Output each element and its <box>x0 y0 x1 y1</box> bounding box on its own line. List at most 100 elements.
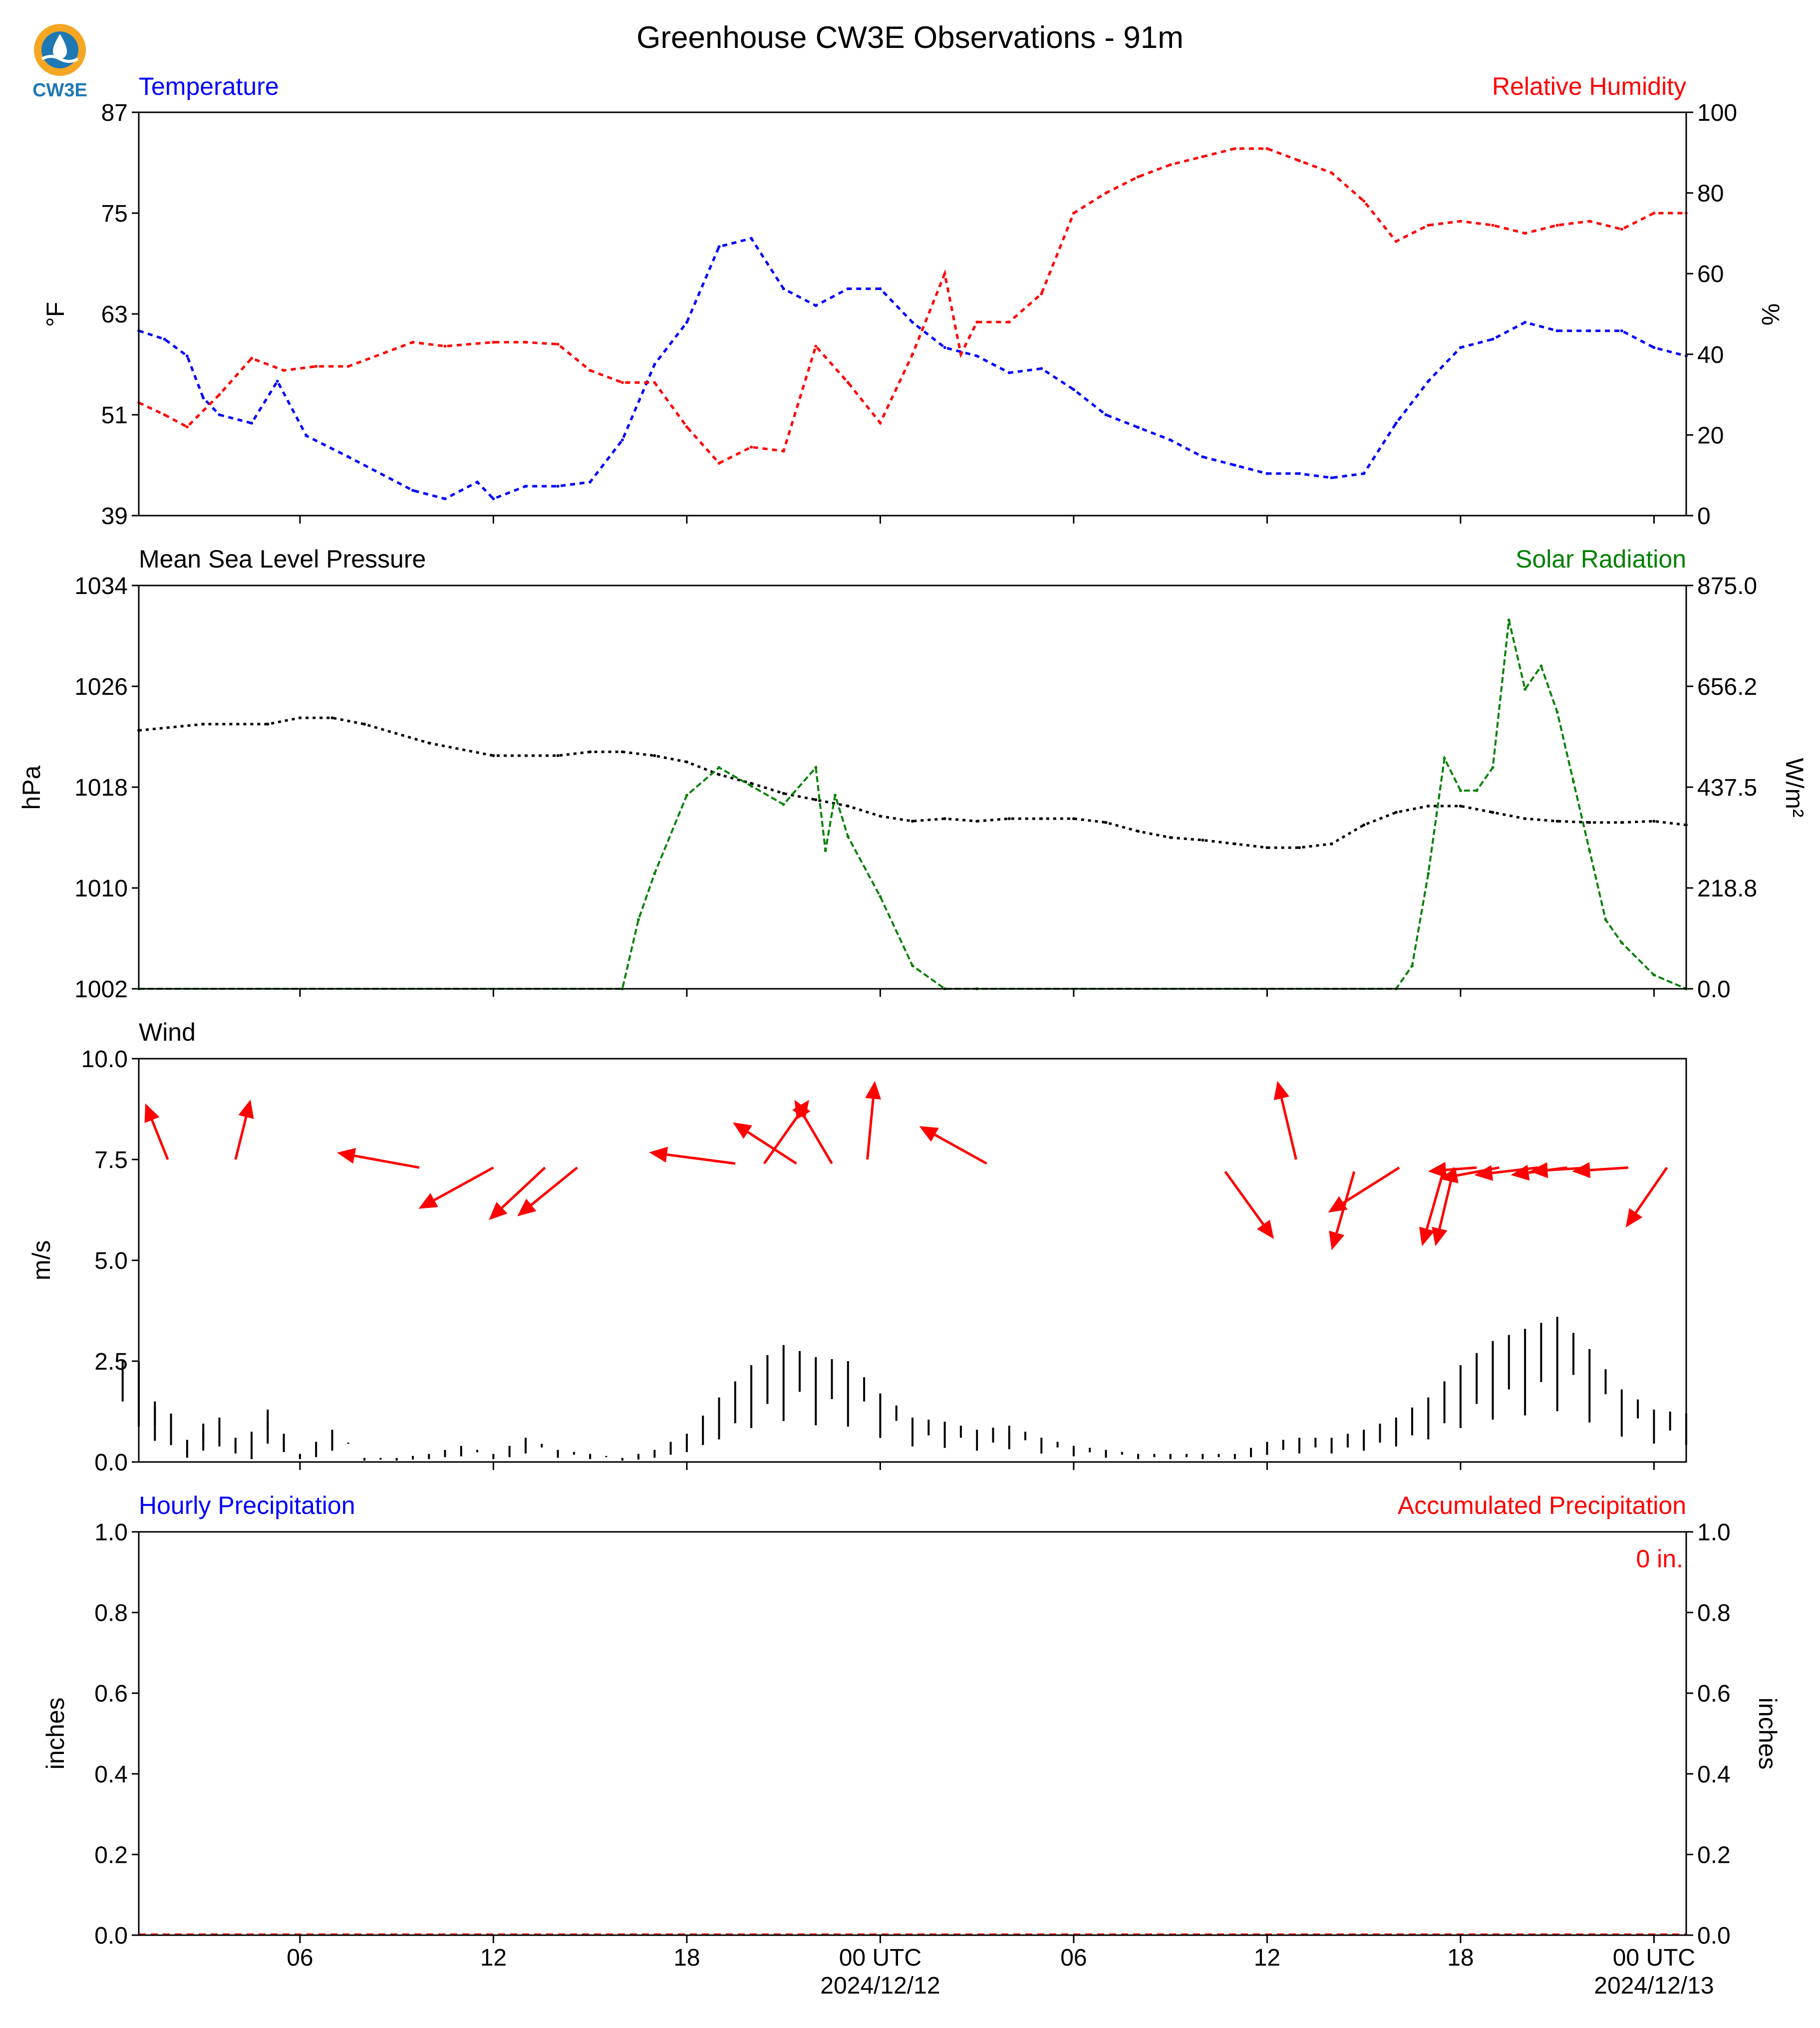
data-point <box>1201 455 1205 459</box>
data-point <box>879 287 882 290</box>
panel1-frame <box>138 111 1687 517</box>
data-point <box>975 820 979 823</box>
data-point <box>1330 476 1333 480</box>
panel3-y-axis-label: m/s <box>27 1240 55 1281</box>
y-tick-label: 0.0 <box>94 1449 128 1476</box>
y2-tick-label: 875.0 <box>1697 573 1757 599</box>
logo-wave-icon <box>41 55 79 63</box>
logo-text: CW3E <box>32 80 87 101</box>
data-point <box>1040 817 1043 821</box>
wind-arrow-head <box>238 1100 254 1119</box>
data-point <box>717 766 721 769</box>
wind-arrow-head <box>489 1201 508 1220</box>
panel2-y2-ticks: 0.0 218.8 437.5 656.2 875.0 <box>1686 573 1757 1003</box>
panel1-y2-axis-label: % <box>1757 303 1785 325</box>
data-point <box>1007 817 1011 821</box>
data-point <box>620 381 624 384</box>
data-point <box>1620 821 1623 824</box>
series-line <box>138 237 1687 501</box>
data-point <box>1265 846 1269 850</box>
data-point <box>1169 836 1172 839</box>
wind-arrow-head <box>794 1100 811 1120</box>
data-point <box>1604 918 1607 921</box>
data-point <box>185 354 189 358</box>
panel3-wind-arrows <box>144 1081 1668 1250</box>
data-point <box>1539 664 1543 668</box>
data-point <box>1588 329 1591 332</box>
wind-arrow-head <box>865 1081 882 1100</box>
data-point <box>685 320 688 324</box>
panel1-y2-ticks: 0 20 40 60 80 100 <box>1686 100 1737 530</box>
data-point <box>959 352 962 356</box>
panel-pressure-solar: Mean Sea Level Pressure Solar Radiation … <box>17 545 1809 1003</box>
y2-tick-label: 100 <box>1697 100 1737 126</box>
y-tick-label: 1026 <box>74 674 128 700</box>
data-point <box>363 722 366 726</box>
x-tick-date-label: 2024/12/13 <box>1594 1973 1714 1999</box>
data-point <box>1298 846 1301 850</box>
wind-arrow-head <box>1329 1230 1345 1250</box>
data-point <box>1233 464 1236 467</box>
data-point <box>1411 964 1414 967</box>
data-point <box>1427 224 1430 227</box>
data-point <box>750 782 753 785</box>
data-point <box>824 849 827 852</box>
wind-arrow-head <box>336 1148 356 1164</box>
wind-arrow-head <box>1428 1161 1447 1178</box>
data-point <box>834 794 837 797</box>
wind-arrow <box>1342 1166 1400 1204</box>
data-point <box>492 754 495 757</box>
data-point <box>1233 842 1236 846</box>
wind-arrow-head <box>649 1147 668 1163</box>
data-point <box>782 803 785 806</box>
data-point <box>218 393 221 396</box>
data-point <box>1459 220 1462 223</box>
wind-arrow <box>1446 1166 1477 1171</box>
data-point <box>782 449 785 453</box>
data-point <box>524 485 527 488</box>
wind-arrow <box>747 1131 797 1165</box>
wind-arrow <box>151 1119 169 1160</box>
wind-arrow <box>934 1134 987 1165</box>
data-point <box>943 346 946 349</box>
data-point <box>1362 199 1366 203</box>
cw3e-logo: CW3E <box>32 24 87 101</box>
wind-arrow <box>1224 1170 1264 1225</box>
data-point <box>1201 839 1205 842</box>
data-point <box>879 895 882 898</box>
data-point <box>1588 220 1591 223</box>
y-tick-label: 75 <box>101 201 128 227</box>
data-point <box>589 369 592 372</box>
y2-tick-label: 40 <box>1697 342 1724 368</box>
data-point <box>304 434 308 438</box>
wind-arrow <box>501 1166 546 1209</box>
data-point <box>1104 821 1108 824</box>
data-point <box>411 489 414 492</box>
data-point <box>879 421 882 425</box>
data-point <box>1040 367 1043 370</box>
panel3-left-label: Wind <box>139 1018 196 1046</box>
y2-tick-label: 0 <box>1697 503 1711 530</box>
data-point <box>879 815 882 818</box>
data-point <box>346 365 350 368</box>
data-point <box>298 716 302 720</box>
x-tick-label: 12 <box>1254 1945 1280 1971</box>
data-point <box>814 344 818 348</box>
data-point <box>1362 472 1366 475</box>
y-tick-label: 1034 <box>74 573 128 599</box>
x-tick-label: 06 <box>287 1945 313 1971</box>
data-point <box>218 413 221 416</box>
data-point <box>653 754 656 757</box>
panel4-y2-ticks: 0.0 0.2 0.4 0.6 0.8 1.0 <box>1686 1519 1731 1949</box>
panel4-left-label: Hourly Precipitation <box>139 1491 355 1519</box>
panel1-series-temperature <box>137 237 1688 501</box>
data-point <box>1394 240 1398 243</box>
data-point <box>911 964 914 967</box>
data-point <box>556 342 560 346</box>
wind-arrow <box>666 1153 736 1165</box>
data-point <box>1555 224 1559 227</box>
data-point <box>1427 804 1430 808</box>
y2-tick-label: 218.8 <box>1697 875 1757 902</box>
data-point <box>911 320 914 324</box>
x-tick-label: 00 UTC <box>1613 1945 1695 1971</box>
